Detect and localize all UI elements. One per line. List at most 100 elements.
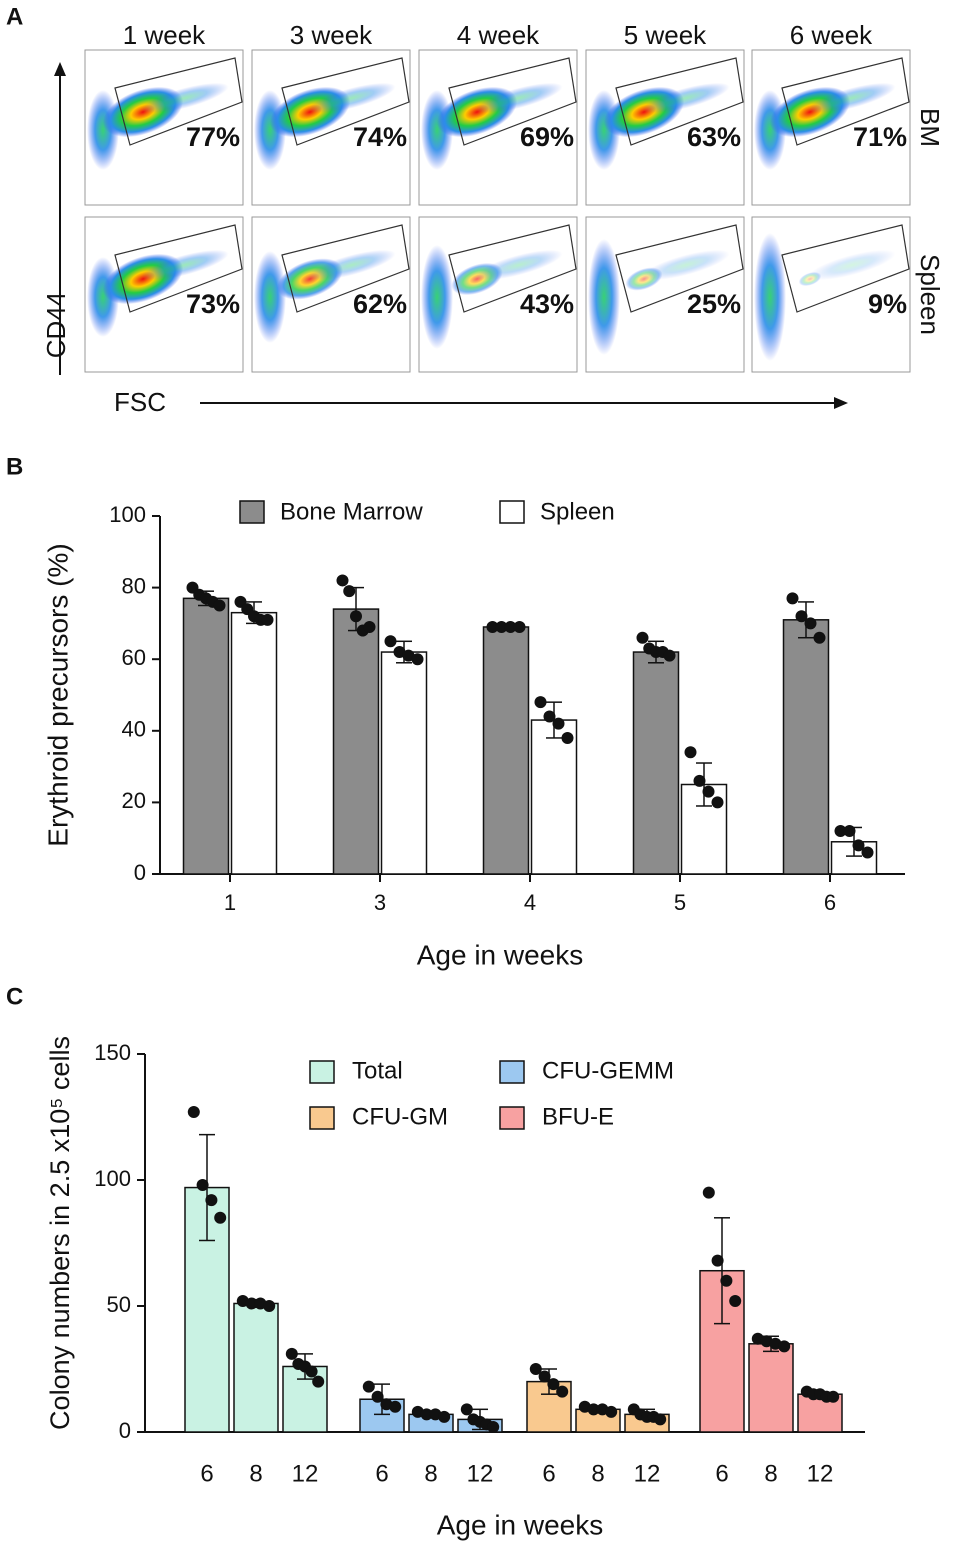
bar: [233, 1302, 279, 1433]
data-point: [504, 620, 517, 633]
legend-swatch: [239, 500, 265, 524]
density: [254, 251, 286, 343]
data-point: [389, 1400, 402, 1413]
y-tick-label: 0: [119, 1418, 131, 1443]
row-label: BM: [915, 108, 945, 147]
data-point: [795, 610, 808, 623]
gate-percent: 25%: [687, 289, 741, 319]
bar: [782, 619, 830, 875]
x-tick-label: 1: [224, 890, 236, 915]
data-point: [729, 1294, 742, 1307]
legend-swatch: [499, 500, 525, 524]
data-point: [663, 649, 676, 662]
y-tick-label: 150: [94, 1040, 131, 1065]
data-point: [861, 846, 874, 859]
gate: [281, 224, 410, 313]
data-point: [343, 585, 356, 598]
arrow-head: [54, 62, 66, 76]
x-tick-label: 12: [634, 1460, 661, 1487]
gate: [114, 57, 243, 146]
gate-percent: 71%: [853, 122, 907, 152]
x-tick-label: 5: [674, 890, 686, 915]
y-tick-label: 80: [122, 573, 146, 598]
y-axis-label: Erythroid precursors (%): [42, 543, 73, 846]
data-point: [214, 1211, 227, 1224]
legend-swatch: [499, 1106, 525, 1130]
bar: [748, 1343, 794, 1433]
density: [475, 249, 563, 281]
data-point: [411, 653, 424, 666]
data-point: [834, 825, 847, 838]
data-point: [384, 635, 397, 648]
gate-percent: 74%: [353, 122, 407, 152]
x-tick-label: 3: [374, 890, 386, 915]
x-tick-label: 12: [467, 1460, 494, 1487]
density: [754, 233, 786, 361]
data-point: [534, 696, 547, 709]
legend-label: BFU-E: [542, 1103, 614, 1130]
data-point: [261, 613, 274, 626]
x-tick-label: 8: [764, 1460, 777, 1487]
bar: [482, 626, 530, 875]
y-axis-label: Colony numbers in 2.5 x10⁵ cells: [45, 1036, 75, 1430]
bar: [632, 651, 680, 875]
bar: [332, 608, 380, 875]
data-point: [636, 631, 649, 644]
legend-label: Total: [352, 1057, 403, 1084]
data-point: [460, 1403, 473, 1416]
column-title: 1 week: [123, 20, 206, 50]
gate: [448, 57, 577, 146]
row-label: Spleen: [915, 254, 945, 335]
data-point: [420, 1408, 433, 1421]
panel-letter: B: [6, 453, 23, 480]
data-point: [605, 1405, 618, 1418]
density: [642, 249, 730, 281]
y-tick-label: 40: [122, 717, 146, 742]
panel-letter: C: [6, 983, 23, 1010]
y-axis-label: CD44: [41, 292, 71, 358]
data-point: [363, 620, 376, 633]
data-point: [843, 825, 856, 838]
gate-percent: 63%: [687, 122, 741, 152]
data-point: [786, 592, 799, 605]
gate: [781, 224, 910, 313]
y-tick-label: 100: [109, 502, 146, 527]
data-point: [495, 620, 508, 633]
data-point: [402, 649, 415, 662]
x-tick-label: 8: [249, 1460, 262, 1487]
data-point: [543, 710, 556, 723]
data-point: [711, 1254, 724, 1267]
density: [642, 82, 730, 114]
data-point: [711, 796, 724, 809]
data-point: [804, 617, 817, 630]
data-point: [371, 1390, 384, 1403]
data-point: [529, 1363, 542, 1375]
legend-swatch: [499, 1060, 525, 1084]
arrow-head: [834, 397, 848, 409]
x-tick-label: 6: [715, 1460, 728, 1487]
panel-letter: A: [6, 3, 23, 30]
data-point: [362, 1380, 375, 1393]
data-point: [438, 1410, 451, 1423]
data-point: [312, 1375, 325, 1388]
y-tick-label: 100: [94, 1166, 131, 1191]
data-point: [196, 1179, 209, 1192]
legend-label: Spleen: [540, 498, 615, 525]
density: [808, 82, 896, 114]
gate-percent: 62%: [353, 289, 407, 319]
legend-label: CFU-GM: [352, 1103, 448, 1130]
data-point: [245, 1297, 258, 1310]
data-point: [487, 1420, 500, 1433]
gate-percent: 73%: [186, 289, 240, 319]
column-title: 4 week: [457, 20, 540, 50]
y-tick-label: 50: [107, 1292, 131, 1317]
gate: [281, 57, 410, 146]
column-title: 3 week: [290, 20, 373, 50]
bar: [182, 597, 230, 875]
data-point: [778, 1340, 791, 1353]
data-point: [486, 620, 499, 633]
data-point: [654, 1413, 667, 1426]
x-tick-label: 6: [200, 1460, 213, 1487]
